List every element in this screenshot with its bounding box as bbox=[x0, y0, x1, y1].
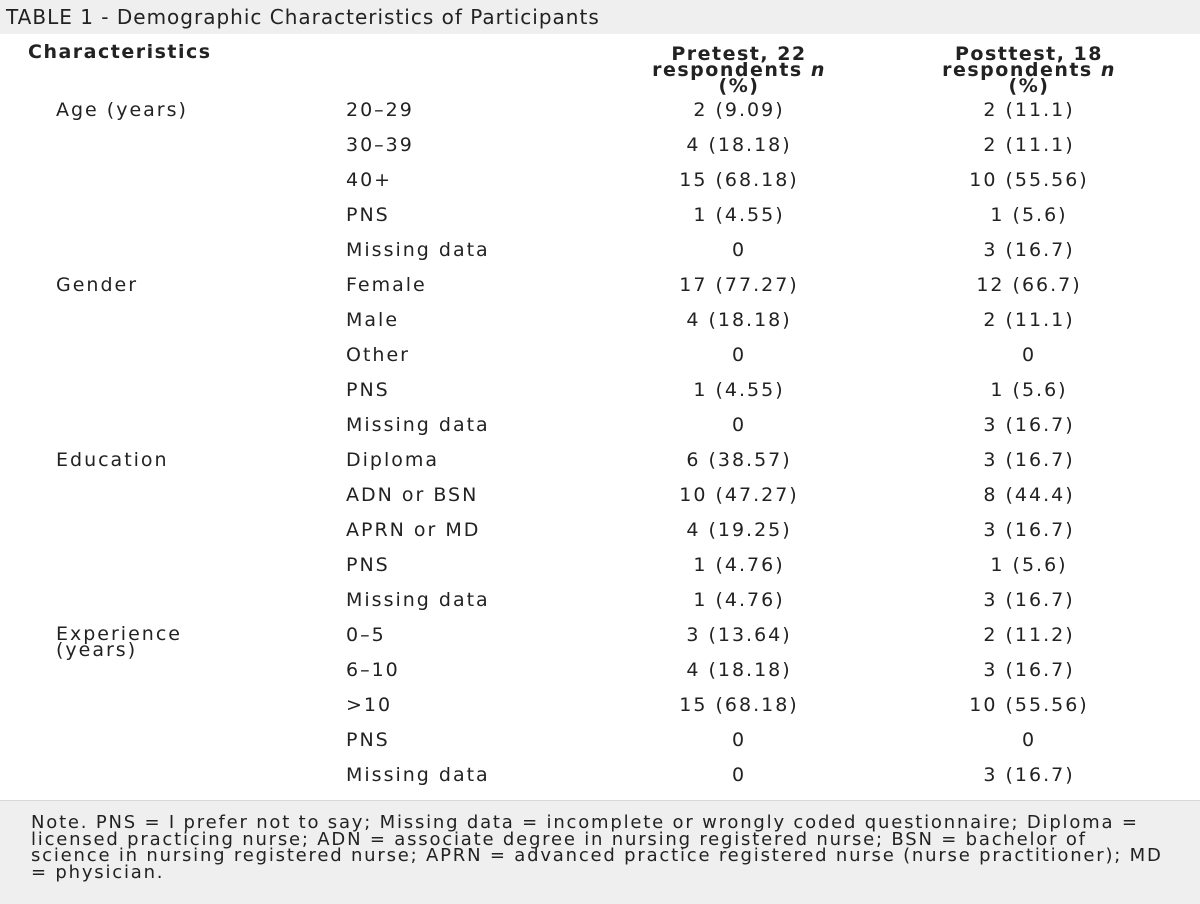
table-row: APRN or MD 4 (19.25) 3 (16.7) bbox=[0, 521, 1200, 556]
posttest-value: 2 (11.1) bbox=[983, 99, 1075, 121]
table-row: PNS 0 0 bbox=[0, 731, 1200, 766]
pretest-value: 0 bbox=[731, 764, 747, 786]
row-item-label: >10 bbox=[346, 694, 393, 716]
posttest-value: 2 (11.2) bbox=[983, 624, 1075, 646]
row-item-label: Missing data bbox=[346, 764, 490, 786]
row-item-label: Other bbox=[346, 344, 410, 366]
posttest-value: 10 (55.56) bbox=[969, 694, 1089, 716]
pretest-value: 0 bbox=[731, 729, 747, 751]
row-item-label: PNS bbox=[346, 729, 390, 751]
posttest-value: 3 (16.7) bbox=[983, 764, 1075, 786]
pretest-value: 1 (4.55) bbox=[693, 204, 785, 226]
row-item-label: 0–5 bbox=[346, 624, 386, 646]
pretest-value: 15 (68.18) bbox=[679, 169, 799, 191]
pretest-value: 17 (77.27) bbox=[679, 274, 799, 296]
posttest-value: 3 (16.7) bbox=[983, 519, 1075, 541]
posttest-value: 3 (16.7) bbox=[983, 239, 1075, 261]
header-pretest: Pretest, 22 respondents n (%) bbox=[598, 43, 880, 97]
table-row: Education Diploma 6 (38.57) 3 (16.7) bbox=[0, 451, 1200, 486]
posttest-value: 2 (11.1) bbox=[983, 134, 1075, 156]
pretest-value: 4 (18.18) bbox=[686, 659, 792, 681]
table-caption: TABLE 1 - Demographic Characteristics of… bbox=[0, 0, 1200, 34]
pretest-value: 4 (19.25) bbox=[686, 519, 792, 541]
row-item-label: Female bbox=[346, 274, 427, 296]
posttest-value: 0 bbox=[1021, 344, 1037, 366]
table-row: 30–39 4 (18.18) 2 (11.1) bbox=[0, 136, 1200, 171]
row-item-label: PNS bbox=[346, 204, 390, 226]
row-item-label: Missing data bbox=[346, 414, 490, 436]
table-row: Missing data 0 3 (16.7) bbox=[0, 416, 1200, 451]
row-group-label: Experience (years) bbox=[56, 623, 182, 661]
row-item-label: Male bbox=[346, 309, 400, 331]
posttest-value: 10 (55.56) bbox=[969, 169, 1089, 191]
pretest-value: 0 bbox=[731, 239, 747, 261]
posttest-value: 0 bbox=[1021, 729, 1037, 751]
row-item-label: Missing data bbox=[346, 589, 490, 611]
table-row: Missing data 1 (4.76) 3 (16.7) bbox=[0, 591, 1200, 626]
table-row: Missing data 0 3 (16.7) bbox=[0, 241, 1200, 276]
table-row: PNS 1 (4.76) 1 (5.6) bbox=[0, 556, 1200, 591]
header-pretest-label: Pretest, 22 respondents bbox=[652, 43, 807, 81]
posttest-value: 3 (16.7) bbox=[983, 449, 1075, 471]
table-row: PNS 1 (4.55) 1 (5.6) bbox=[0, 381, 1200, 416]
posttest-value: 1 (5.6) bbox=[990, 554, 1068, 576]
row-item-label: APRN or MD bbox=[346, 519, 481, 541]
header-posttest: Posttest, 18 respondents n (%) bbox=[888, 43, 1170, 97]
row-item-label: 20–29 bbox=[346, 99, 414, 121]
header-pretest-pct: (%) bbox=[718, 75, 760, 97]
table-row: Age (years) 20–29 2 (9.09) 2 (11.1) bbox=[0, 101, 1200, 136]
posttest-value: 3 (16.7) bbox=[983, 414, 1075, 436]
row-item-label: 6–10 bbox=[346, 659, 400, 681]
posttest-value: 12 (66.7) bbox=[976, 274, 1082, 296]
row-item-label: 30–39 bbox=[346, 134, 414, 156]
posttest-value: 8 (44.4) bbox=[983, 484, 1075, 506]
pretest-value: 4 (18.18) bbox=[686, 309, 792, 331]
table-note: Note. PNS = I prefer not to say; Missing… bbox=[0, 800, 1200, 904]
header-posttest-n: n bbox=[1100, 59, 1116, 81]
table-row: >10 15 (68.18) 10 (55.56) bbox=[0, 696, 1200, 731]
header-posttest-pct: (%) bbox=[1008, 75, 1050, 97]
posttest-value: 2 (11.1) bbox=[983, 309, 1075, 331]
table-row: PNS 1 (4.55) 1 (5.6) bbox=[0, 206, 1200, 241]
posttest-value: 1 (5.6) bbox=[990, 204, 1068, 226]
header-characteristics: Characteristics bbox=[28, 41, 212, 63]
pretest-value: 2 (9.09) bbox=[693, 99, 785, 121]
header-pretest-n: n bbox=[810, 59, 826, 81]
row-group-label: Education bbox=[56, 449, 169, 471]
table-row: Male 4 (18.18) 2 (11.1) bbox=[0, 311, 1200, 346]
row-item-label: Diploma bbox=[346, 449, 440, 471]
row-item-label: Missing data bbox=[346, 239, 490, 261]
table-row: ADN or BSN 10 (47.27) 8 (44.4) bbox=[0, 486, 1200, 521]
pretest-value: 0 bbox=[731, 414, 747, 436]
pretest-value: 1 (4.55) bbox=[693, 379, 785, 401]
table-row: 40+ 15 (68.18) 10 (55.56) bbox=[0, 171, 1200, 206]
row-item-label: ADN or BSN bbox=[346, 484, 479, 506]
row-group-label: Age (years) bbox=[56, 99, 188, 121]
pretest-value: 3 (13.64) bbox=[686, 624, 792, 646]
posttest-value: 3 (16.7) bbox=[983, 589, 1075, 611]
row-item-label: PNS bbox=[346, 379, 390, 401]
pretest-value: 10 (47.27) bbox=[679, 484, 799, 506]
table-row: Missing data 0 3 (16.7) bbox=[0, 766, 1200, 801]
header-posttest-label: Posttest, 18 respondents bbox=[942, 43, 1103, 81]
table-row: Experience (years) 0–5 3 (13.64) 2 (11.2) bbox=[0, 623, 1200, 661]
pretest-value: 1 (4.76) bbox=[693, 589, 785, 611]
row-item-label: 40+ bbox=[346, 169, 393, 191]
pretest-value: 4 (18.18) bbox=[686, 134, 792, 156]
table-row: 6–10 4 (18.18) 3 (16.7) bbox=[0, 661, 1200, 696]
pretest-value: 6 (38.57) bbox=[686, 449, 792, 471]
row-group-label: Gender bbox=[56, 274, 139, 296]
table-row: Other 0 0 bbox=[0, 346, 1200, 381]
pretest-value: 0 bbox=[731, 344, 747, 366]
row-item-label: PNS bbox=[346, 554, 390, 576]
table-row: Gender Female 17 (77.27) 12 (66.7) bbox=[0, 276, 1200, 311]
pretest-value: 1 (4.76) bbox=[693, 554, 785, 576]
pretest-value: 15 (68.18) bbox=[679, 694, 799, 716]
posttest-value: 1 (5.6) bbox=[990, 379, 1068, 401]
posttest-value: 3 (16.7) bbox=[983, 659, 1075, 681]
